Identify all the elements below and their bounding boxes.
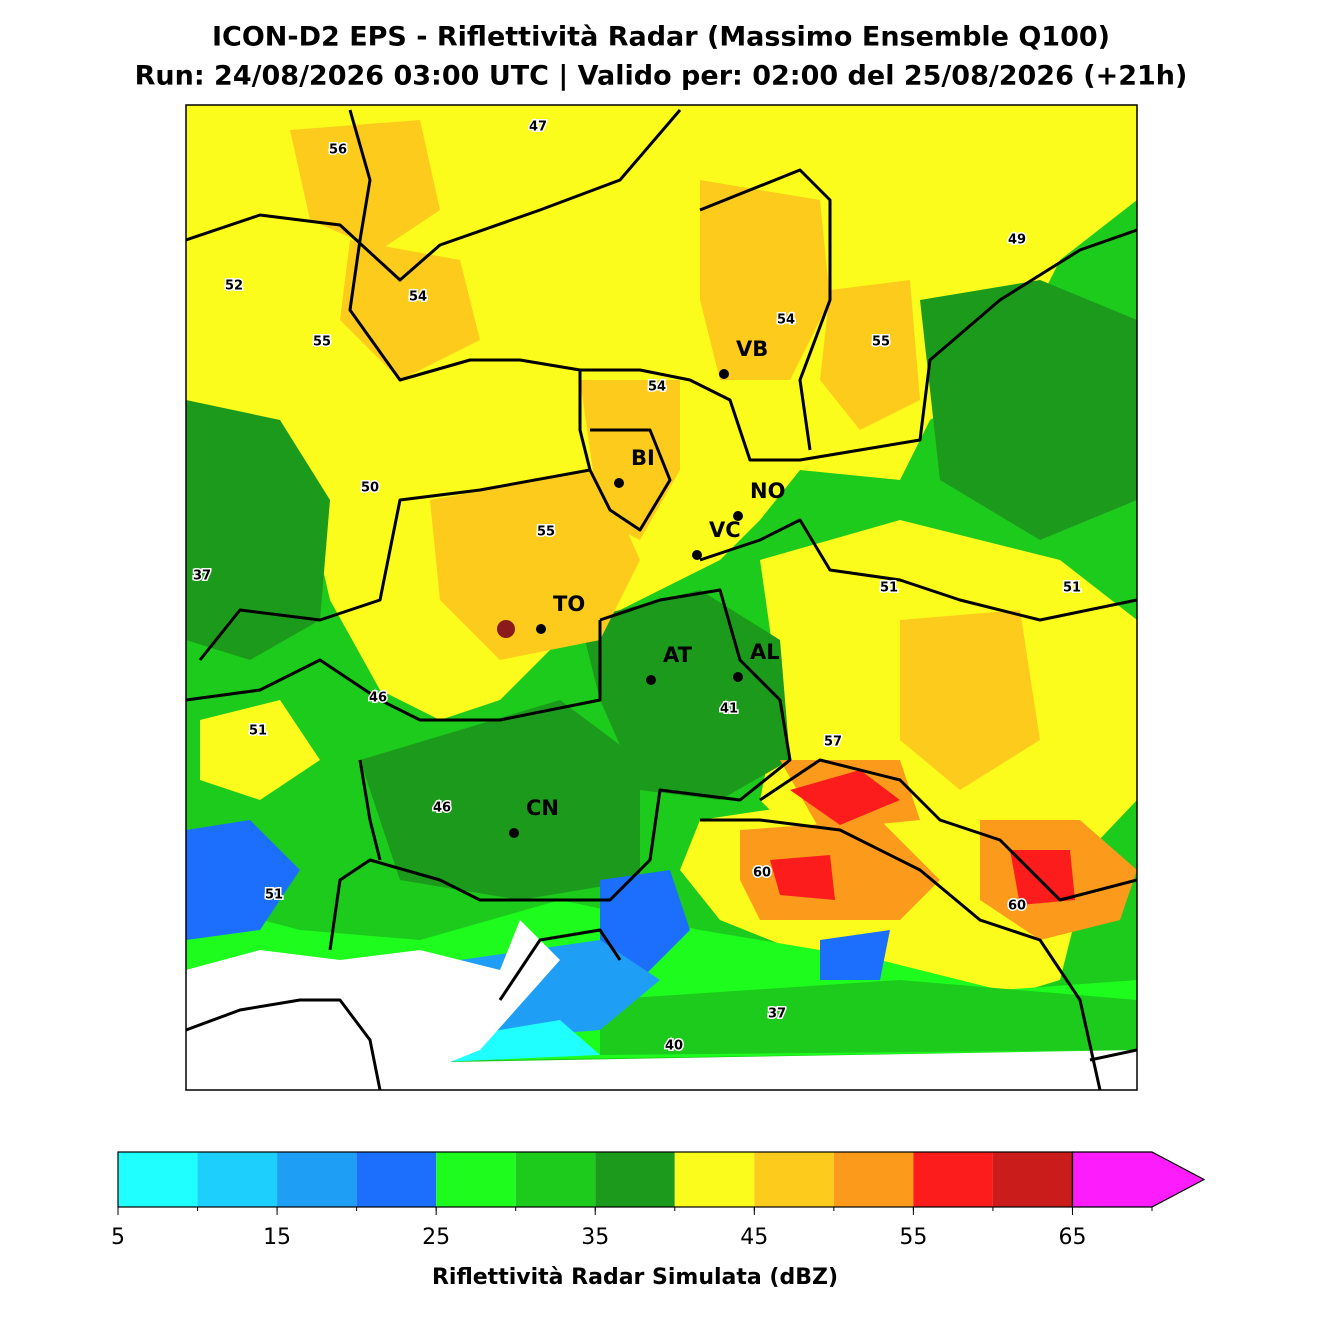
- colorbar-segment: [992, 1152, 1073, 1207]
- contour-label: 37: [193, 569, 211, 584]
- city-dot: [646, 675, 656, 685]
- city-dot: [733, 511, 743, 521]
- colorbar-segment: [436, 1152, 516, 1207]
- colorbar-extension: [1071, 1151, 1206, 1208]
- contour-label: 47: [529, 120, 547, 135]
- colorbar-label: Riflettività Radar Simulata (dBZ): [432, 1265, 838, 1290]
- contour-label: 41: [720, 702, 738, 717]
- subtitle: Run: 24/08/2026 03:00 UTC | Valido per: …: [135, 61, 1188, 92]
- map-frame: [185, 104, 1138, 1091]
- city-label: VC: [709, 518, 741, 542]
- contour-label: 46: [433, 801, 451, 816]
- contour-label: 57: [824, 735, 842, 750]
- city-label: TO: [553, 592, 585, 616]
- contour-label: 55: [872, 335, 890, 350]
- contour-label: 46: [369, 691, 387, 706]
- contour-label: 51: [880, 581, 898, 596]
- contour-label: 55: [313, 335, 331, 350]
- colorbar-tick-label: 5: [111, 1225, 125, 1250]
- colorbar-tick-label: 35: [581, 1225, 609, 1250]
- contour-label: 54: [648, 380, 666, 395]
- colorbar-segment: [197, 1152, 278, 1207]
- city-dot: [692, 550, 702, 560]
- city-label: BI: [631, 446, 655, 470]
- city-label: NO: [750, 479, 785, 503]
- city-dot: [733, 672, 743, 682]
- contour-label: 60: [1008, 899, 1026, 914]
- contour-label: 51: [1063, 581, 1081, 596]
- contour-label: 50: [361, 481, 379, 496]
- contour-label: 51: [265, 888, 283, 903]
- location-dot: [497, 620, 515, 638]
- contour-label: 52: [225, 279, 243, 294]
- city-dot: [509, 828, 519, 838]
- city-dot: [536, 624, 546, 634]
- contour-label: 54: [409, 290, 427, 305]
- city-label: AT: [663, 643, 693, 667]
- colorbar-tick-label: 25: [422, 1225, 450, 1250]
- colorbar-segment: [833, 1152, 914, 1207]
- city-label: CN: [526, 796, 559, 820]
- map-field: [186, 105, 1137, 1090]
- colorbar-segment: [674, 1152, 755, 1207]
- city-dot: [614, 478, 624, 488]
- colorbar-segment: [754, 1152, 834, 1207]
- colorbar: 5 15 25 35 45 55 65: [111, 1151, 1206, 1250]
- colorbar-tick-label: 15: [263, 1225, 291, 1250]
- colorbar-tick-label: 45: [740, 1225, 768, 1250]
- colorbar-tick-label: 65: [1058, 1225, 1086, 1250]
- contour-label: 55: [537, 525, 555, 540]
- contour-label: 49: [1008, 233, 1026, 248]
- colorbar-segment: [595, 1152, 675, 1207]
- colorbar-segment: [356, 1152, 437, 1207]
- city-label: AL: [750, 640, 780, 664]
- contour-label: 51: [249, 724, 267, 739]
- map-labels: VB BI NO VC TO AT AL CN 47 56 49 52 54 54 55 55 54 50 55 37…: [191, 118, 1082, 1055]
- contour-label: 54: [777, 313, 795, 328]
- colorbar-tick-label: 55: [899, 1225, 927, 1250]
- colorbar-segment: [277, 1152, 357, 1207]
- contour-label: 40: [665, 1039, 683, 1054]
- colorbar-segment: [913, 1152, 993, 1207]
- city-label: VB: [736, 337, 768, 361]
- contour-label: 56: [329, 143, 347, 158]
- contour-label: 60: [753, 866, 771, 881]
- contour-label: 37: [768, 1007, 786, 1022]
- title: ICON-D2 EPS - Riflettività Radar (Massim…: [212, 22, 1110, 53]
- colorbar-segment: [118, 1152, 198, 1207]
- colorbar-segment: [515, 1152, 596, 1207]
- city-dot: [719, 369, 729, 379]
